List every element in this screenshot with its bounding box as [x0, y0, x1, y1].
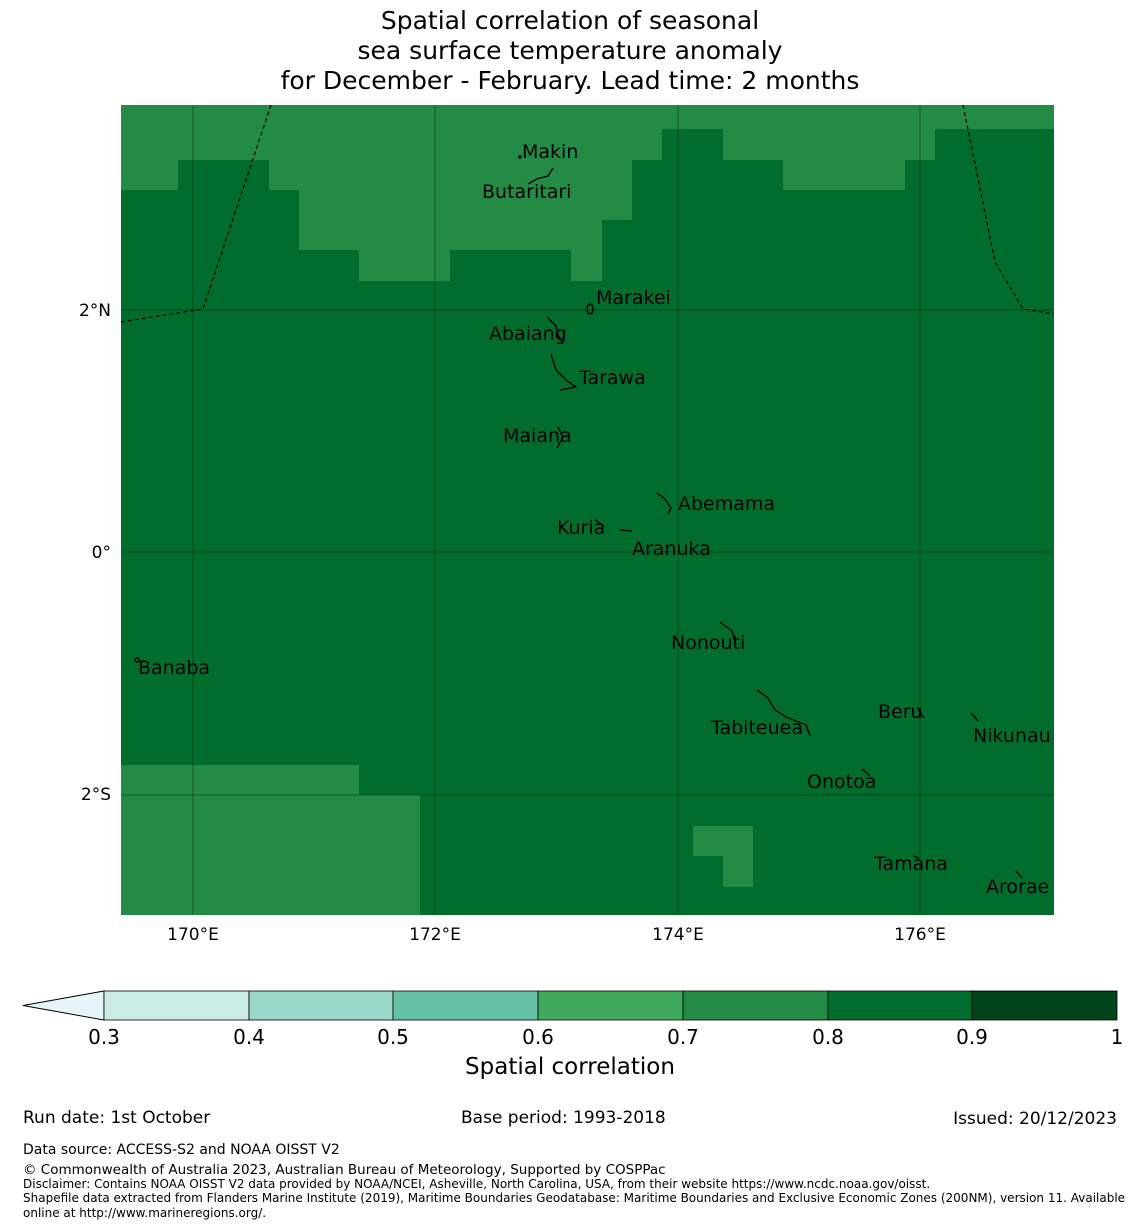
island-label-marakei: Marakei	[596, 287, 671, 309]
island-label-arorae: Arorae	[986, 876, 1049, 898]
island-label-kuria: Kuria	[557, 517, 605, 539]
issued-date: Issued: 20/12/2023	[953, 1109, 1117, 1129]
lon-label-176e: 176°E	[894, 925, 946, 945]
island-label-onotoa: Onotoa	[807, 771, 876, 793]
island-label-butaritari: Butaritari	[482, 181, 571, 203]
colorbar-segment-1	[248, 990, 394, 1021]
island-label-makin: Makin	[522, 141, 578, 163]
colorbar: 0.3 0.4 0.5 0.6 0.7 0.8 0.9 1	[22, 990, 1124, 1049]
disclaimer: Disclaimer: Contains NOAA OISST V2 data …	[23, 1177, 931, 1191]
island-label-maiana: Maiana	[503, 425, 572, 447]
island-label-abaiang: Abaiang	[489, 323, 567, 345]
island-label-aranuka: Aranuka	[632, 538, 711, 560]
colorbar-tick-0: 0.3	[88, 1025, 120, 1049]
island-label-beru: Beru	[878, 701, 923, 723]
run-date: Run date: 1st October	[23, 1108, 211, 1128]
lon-label-170e: 170°E	[167, 925, 219, 945]
colorbar-segment-6	[971, 990, 1118, 1021]
lon-label-172e: 172°E	[409, 925, 461, 945]
lat-label-0: 0°	[92, 543, 111, 563]
axis-labels: 2°N 0° 2°S 170°E 172°E 174°E 176°E	[79, 301, 946, 945]
island-label-nikunau: Nikunau	[973, 725, 1051, 747]
island-label-abemama: Abemama	[678, 493, 775, 515]
island-label-tarawa: Tarawa	[578, 367, 646, 389]
correlation-region-north	[121, 105, 1054, 281]
island-label-tamana: Tamana	[873, 853, 948, 875]
colorbar-tick-7: 1	[1111, 1025, 1124, 1049]
base-period: Base period: 1993-2018	[461, 1108, 666, 1128]
colorbar-tick-5: 0.8	[812, 1025, 844, 1049]
island-label-tabiteuea: Tabiteuea	[710, 717, 803, 739]
colorbar-tick-4: 0.7	[667, 1025, 699, 1049]
colorbar-tick-3: 0.6	[522, 1025, 554, 1049]
island-label-banaba: Banaba	[138, 657, 210, 679]
colorbar-tick-6: 0.9	[956, 1025, 988, 1049]
chart-title: Spatial correlation of seasonal sea surf…	[0, 6, 1140, 96]
colorbar-segment-5	[827, 990, 973, 1021]
colorbar-segment-2	[392, 990, 539, 1021]
island-label-nonouti: Nonouti	[671, 632, 745, 654]
title-line-2: sea surface temperature anomaly	[357, 36, 783, 65]
copyright: © Commonwealth of Australia 2023, Austra…	[23, 1162, 666, 1178]
lat-label-2n: 2°N	[79, 301, 111, 321]
island-shapes	[134, 155, 1023, 879]
correlation-region-south	[121, 765, 753, 915]
title-line-3: for December - February. Lead time: 2 mo…	[280, 66, 860, 95]
colorbar-segment-3	[537, 990, 684, 1021]
lon-label-174e: 174°E	[652, 925, 704, 945]
eez-boundary	[120, 104, 1055, 323]
lat-label-2s: 2°S	[81, 785, 111, 805]
colorbar-extend-arrow	[22, 990, 105, 1021]
colorbar-segment-0	[103, 990, 250, 1021]
title-line-1: Spatial correlation of seasonal	[380, 6, 760, 35]
shapefile-credit: Shapefile data extracted from Flanders M…	[23, 1191, 1126, 1220]
gridlines	[121, 105, 1054, 915]
colorbar-tick-2: 0.5	[377, 1025, 409, 1049]
island-labels: Makin Butaritari Marakei Abaiang Tarawa …	[138, 141, 1051, 898]
colorbar-title: Spatial correlation	[465, 1054, 675, 1080]
colorbar-segment-4	[682, 990, 829, 1021]
data-source: Data source: ACCESS-S2 and NOAA OISST V2	[23, 1142, 340, 1158]
colorbar-tick-1: 0.4	[233, 1025, 265, 1049]
